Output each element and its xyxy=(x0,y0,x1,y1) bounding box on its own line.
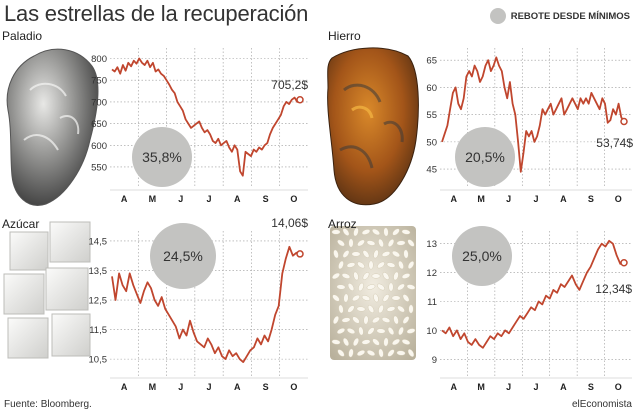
y-tick-label: 10 xyxy=(426,326,437,337)
y-tick-label: 13,5 xyxy=(89,266,108,277)
x-tick-label: S xyxy=(588,382,594,392)
end-value-label: 53,74$ xyxy=(596,136,633,150)
rebound-bubble xyxy=(455,127,515,187)
x-tick-label: A xyxy=(121,194,128,204)
footer-brand: elEconomista xyxy=(571,399,632,410)
x-tick-label: J xyxy=(206,194,211,204)
chart-title: Azúcar xyxy=(2,217,39,231)
series-line xyxy=(441,239,625,349)
x-tick-label: A xyxy=(560,382,567,392)
last-point xyxy=(296,95,304,104)
y-tick-label: 750 xyxy=(91,76,107,87)
x-tick-label: J xyxy=(533,382,538,392)
y-tick-label: 13 xyxy=(426,239,437,250)
chart-arroz: Arroz 9 10 11 12 13 A M J J A S O 25,0% 12,34$ xyxy=(328,217,632,392)
chart-title: Paladio xyxy=(2,29,42,43)
x-tick-label: A xyxy=(234,194,241,204)
y-tick-label: 9 xyxy=(432,355,437,366)
x-tick-label: M xyxy=(149,194,157,204)
rebound-value: 20,5% xyxy=(465,149,505,165)
x-tick-label: J xyxy=(178,194,183,204)
x-tick-label: A xyxy=(450,382,457,392)
footer-source: Fuente: Bloomberg. xyxy=(4,399,92,410)
x-tick-label: J xyxy=(533,194,538,204)
x-tick-label: M xyxy=(477,194,485,204)
x-tick-label: S xyxy=(263,194,269,204)
y-tick-label: 45 xyxy=(426,165,437,176)
legend: REBOTE DESDE MÍNIMOS xyxy=(489,8,630,24)
rebound-bubble xyxy=(150,223,216,289)
last-point xyxy=(296,250,304,258)
y-tick-label: 55 xyxy=(426,110,437,121)
x-tick-label: O xyxy=(615,194,622,204)
iron-ore-image xyxy=(327,47,419,206)
series-line xyxy=(441,56,625,173)
y-tick-label: 12,5 xyxy=(89,296,108,307)
x-tick-label: S xyxy=(588,194,594,204)
rebound-value: 24,5% xyxy=(163,248,203,264)
y-tick-label: 65 xyxy=(426,56,437,67)
x-tick-label: A xyxy=(450,194,457,204)
chart-paladio: Paladio 550 600 650 700 750 800 A M J J A S O 35,8% 705… xyxy=(2,29,308,204)
y-tick-label: 11,5 xyxy=(89,325,107,336)
x-tick-label: M xyxy=(477,382,485,392)
last-point xyxy=(620,259,628,267)
y-tick-label: 700 xyxy=(91,97,107,108)
x-tick-label: J xyxy=(506,194,511,204)
legend-swatch xyxy=(489,8,506,24)
x-tick-label: A xyxy=(121,382,128,392)
series-line xyxy=(111,57,301,177)
y-tick-label: 800 xyxy=(91,54,107,65)
y-tick-label: 10,5 xyxy=(89,355,108,366)
x-tick-label: O xyxy=(615,382,622,392)
rebound-bubble xyxy=(132,127,192,187)
rebound-bubble xyxy=(452,226,512,286)
chart-title: Arroz xyxy=(328,217,357,231)
chart-azucar: Azúcar 10,5 11,5 12,5 13,5 14,5 A M J J A S O 24,5% 14… xyxy=(2,216,308,392)
legend-label: REBOTE DESDE MÍNIMOS xyxy=(510,10,630,22)
y-tick-label: 12 xyxy=(426,268,437,279)
x-tick-label: M xyxy=(149,382,157,392)
rebound-value: 35,8% xyxy=(142,149,182,165)
y-tick-label: 14,5 xyxy=(89,236,108,247)
x-tick-label: O xyxy=(290,382,297,392)
x-tick-label: J xyxy=(506,382,511,392)
y-tick-label: 50 xyxy=(426,137,437,148)
x-tick-label: A xyxy=(560,194,567,204)
chart-hierro: Hierro 45 50 55 60 65 A M J J A S O 20,5% 53,74$ xyxy=(328,29,633,204)
x-tick-label: J xyxy=(178,382,183,392)
x-tick-label: S xyxy=(263,382,269,392)
y-tick-label: 60 xyxy=(426,83,437,94)
x-tick-label: A xyxy=(234,382,241,392)
x-tick-label: J xyxy=(206,382,211,392)
rice-grains-image xyxy=(330,226,416,360)
last-point xyxy=(620,117,628,126)
y-tick-label: 650 xyxy=(91,119,107,130)
sugar-cubes-image xyxy=(3,221,91,359)
series-line xyxy=(111,245,301,363)
page-title: Las estrellas de la recuperación xyxy=(4,1,309,26)
end-value-label: 14,06$ xyxy=(271,216,308,230)
y-tick-label: 11 xyxy=(427,297,437,308)
rebound-value: 25,0% xyxy=(462,248,502,264)
chart-title: Hierro xyxy=(328,29,361,43)
palladium-nugget-image xyxy=(6,48,99,206)
y-tick-label: 550 xyxy=(91,162,107,173)
y-tick-label: 600 xyxy=(91,141,107,152)
x-tick-label: O xyxy=(290,194,297,204)
end-value-label: 12,34$ xyxy=(595,282,632,296)
end-value-label: 705,2$ xyxy=(271,78,308,92)
